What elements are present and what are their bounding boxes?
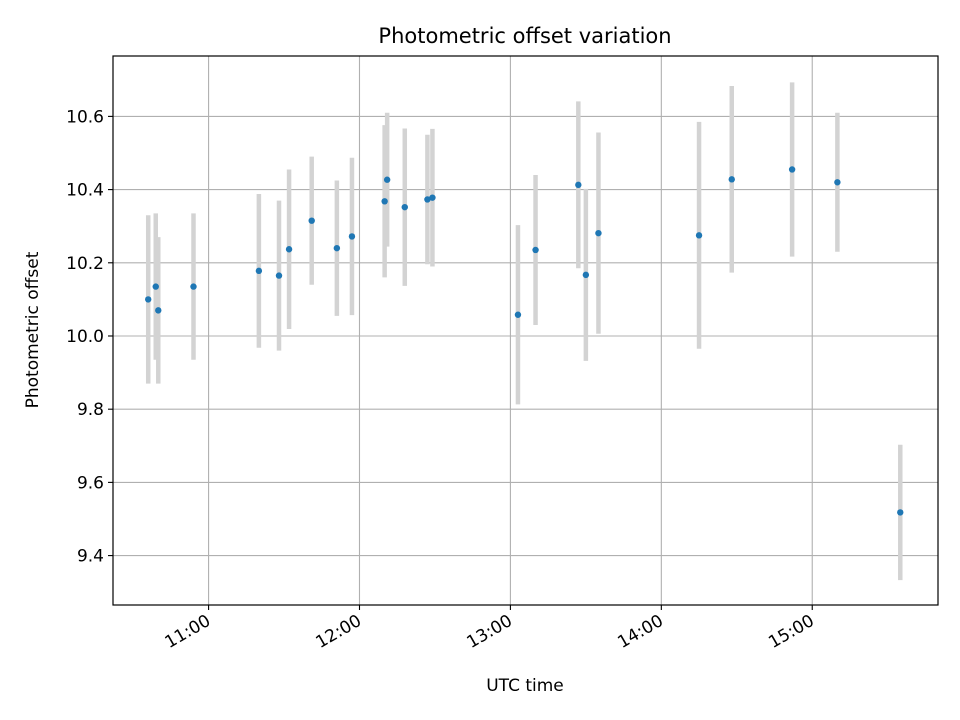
y-tick-label: 9.8 xyxy=(77,400,104,420)
y-tick-label: 9.4 xyxy=(77,547,104,567)
data-point xyxy=(348,233,356,240)
data-point xyxy=(155,307,162,314)
y-tick-label: 10.0 xyxy=(66,327,104,347)
x-tick-label: 15:00 xyxy=(765,611,817,653)
data-points xyxy=(145,166,904,516)
data-point xyxy=(383,176,391,183)
data-point xyxy=(582,271,590,279)
plot-frame xyxy=(112,55,939,606)
y-tick-label: 10.2 xyxy=(66,254,104,274)
data-point xyxy=(255,267,263,275)
data-point xyxy=(190,283,197,290)
data-point xyxy=(728,176,735,183)
x-tick-label: 14:00 xyxy=(614,611,666,653)
data-point xyxy=(429,194,436,201)
data-point xyxy=(275,272,283,279)
chart-title: Photometric offset variation xyxy=(378,24,671,48)
data-point xyxy=(401,203,408,211)
data-point xyxy=(152,283,159,290)
data-point xyxy=(333,244,341,252)
data-point xyxy=(788,166,796,173)
data-point xyxy=(308,217,315,224)
data-point xyxy=(424,196,431,203)
x-tick-label: 12:00 xyxy=(313,611,365,653)
data-point xyxy=(145,296,152,303)
x-tick-label: 13:00 xyxy=(463,611,515,653)
x-axis-label: UTC time xyxy=(486,676,564,696)
data-point xyxy=(695,232,703,239)
data-point xyxy=(532,246,539,254)
data-point xyxy=(595,229,602,237)
data-point xyxy=(834,179,841,186)
data-point xyxy=(514,311,522,318)
x-axis-ticks: 11:00 12:00 13:00 14:00 15:00 xyxy=(162,605,818,653)
y-tick-label: 10.6 xyxy=(66,107,104,127)
y-tick-label: 10.4 xyxy=(66,181,104,201)
x-tick-label: 11:00 xyxy=(162,611,214,653)
y-axis-label: Photometric offset xyxy=(23,251,43,408)
data-point xyxy=(897,509,904,516)
y-axis-ticks: 9.4 9.6 9.8 10.0 10.2 10.4 10.6 xyxy=(66,107,113,567)
grid xyxy=(113,56,938,605)
data-point xyxy=(575,181,582,189)
errorbars xyxy=(145,82,903,581)
data-point xyxy=(285,246,293,253)
data-point xyxy=(381,198,388,205)
y-tick-label: 9.6 xyxy=(77,473,104,493)
